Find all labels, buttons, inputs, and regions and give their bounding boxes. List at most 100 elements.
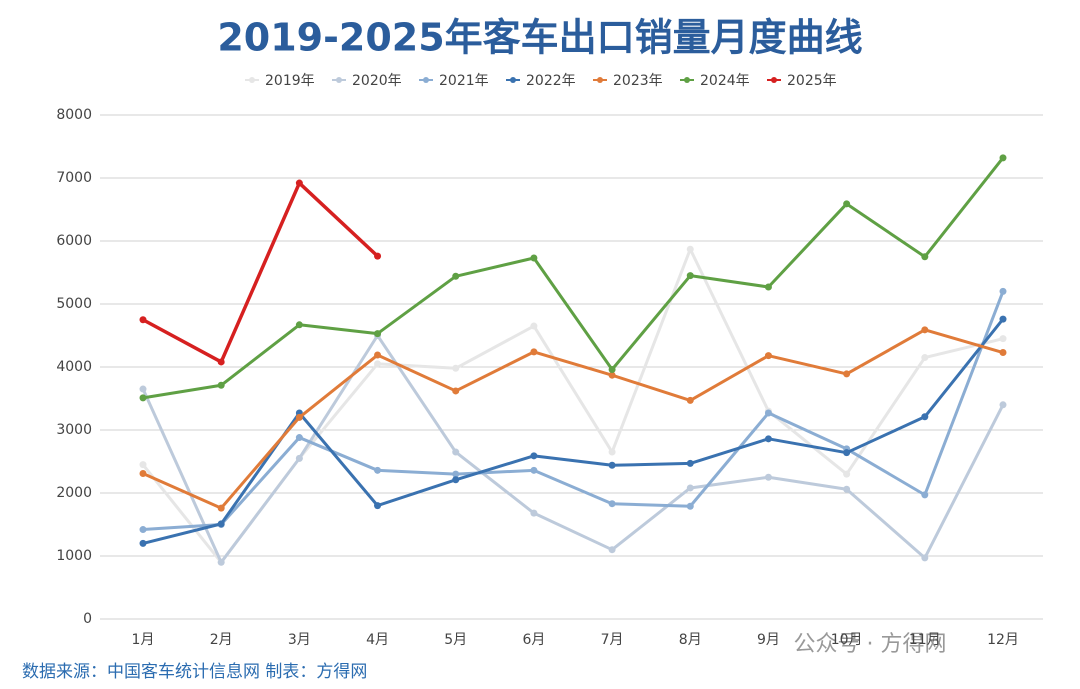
data-point [139,461,147,469]
legend-dot [510,77,516,83]
data-point [452,387,460,395]
data-point [295,413,303,421]
data-point [452,470,460,478]
data-point [295,179,303,187]
data-point [921,326,929,334]
data-point [686,272,694,280]
data-point [843,200,851,208]
data-point [999,349,1007,357]
y-tick-label: 7000 [56,170,92,186]
data-point [452,476,460,484]
x-tick-label: 10月 [831,632,863,648]
data-point [686,502,694,510]
data-point [999,315,1007,323]
series-line [142,181,379,364]
data-point [921,491,929,499]
legend-label: 2020年 [352,73,402,89]
data-point [608,371,616,379]
chart-title: 2019-2025年客车出口销量月度曲线 [217,16,862,60]
series-line [142,328,1004,510]
data-point [374,502,382,510]
x-tick-label: 1月 [132,632,155,648]
data-point [217,504,225,512]
data-point [843,449,851,457]
legend-dot [423,77,429,83]
data-point [608,461,616,469]
data-point [921,354,929,362]
x-tick-label: 9月 [757,632,780,648]
series-line [142,290,1005,532]
data-point [843,370,851,378]
data-point [686,459,694,467]
data-point [686,245,694,253]
data-point [139,385,147,393]
data-point [452,448,460,456]
data-point [374,466,382,474]
legend-dot [684,77,690,83]
data-point [374,360,382,368]
data-point [295,321,303,329]
data-point [139,526,147,534]
watermark: 公众号 · 方得网 [794,632,947,657]
data-point [921,253,929,261]
data-point [764,473,772,481]
x-tick-label: 11月 [909,632,941,648]
data-point [764,409,772,417]
legend-dot [771,77,777,83]
x-tick-label: 2月 [210,632,233,648]
data-point [139,469,147,477]
x-tick-label: 7月 [601,632,624,648]
data-point [686,484,694,492]
data-point [921,554,929,562]
data-point [921,413,929,421]
series-line [142,156,1005,400]
legend-label: 2019年 [265,73,315,89]
data-point [452,364,460,372]
y-tick-label: 2000 [56,485,92,501]
data-point [139,394,147,402]
y-tick-label: 3000 [56,422,92,438]
data-point [452,272,460,280]
data-point [217,381,225,389]
data-point [530,348,538,356]
series-line [141,247,1004,564]
data-point [608,500,616,508]
legend-dot [597,77,603,83]
data-point [374,330,382,338]
data-point [608,448,616,456]
data-point [530,466,538,474]
series-line [141,334,1005,564]
y-tick-label: 8000 [56,107,92,123]
legend-label: 2022年 [526,73,576,89]
data-point [764,352,772,360]
x-tick-label: 5月 [444,632,467,648]
data-point [295,434,303,442]
data-point [139,539,147,547]
data-point [374,252,382,260]
legend-dot [249,77,255,83]
y-tick-label: 5000 [56,296,92,312]
y-tick-label: 6000 [56,233,92,249]
x-tick-label: 6月 [522,632,545,648]
data-point [843,470,851,478]
data-point [764,283,772,291]
data-point [608,546,616,554]
data-point [217,358,225,366]
x-tick-label: 12月 [987,632,1019,648]
data-point [530,509,538,517]
data-point [999,335,1007,343]
data-point [764,435,772,443]
x-tick-label: 4月 [366,632,389,648]
y-tick-label: 4000 [56,359,92,375]
data-point [999,154,1007,162]
data-point [530,254,538,262]
data-point [530,322,538,330]
legend-label: 2024年 [700,73,750,89]
x-tick-label: 3月 [288,632,311,648]
legend-label: 2021年 [439,73,489,89]
data-point [374,351,382,359]
data-point [295,454,303,462]
data-point [139,316,147,324]
